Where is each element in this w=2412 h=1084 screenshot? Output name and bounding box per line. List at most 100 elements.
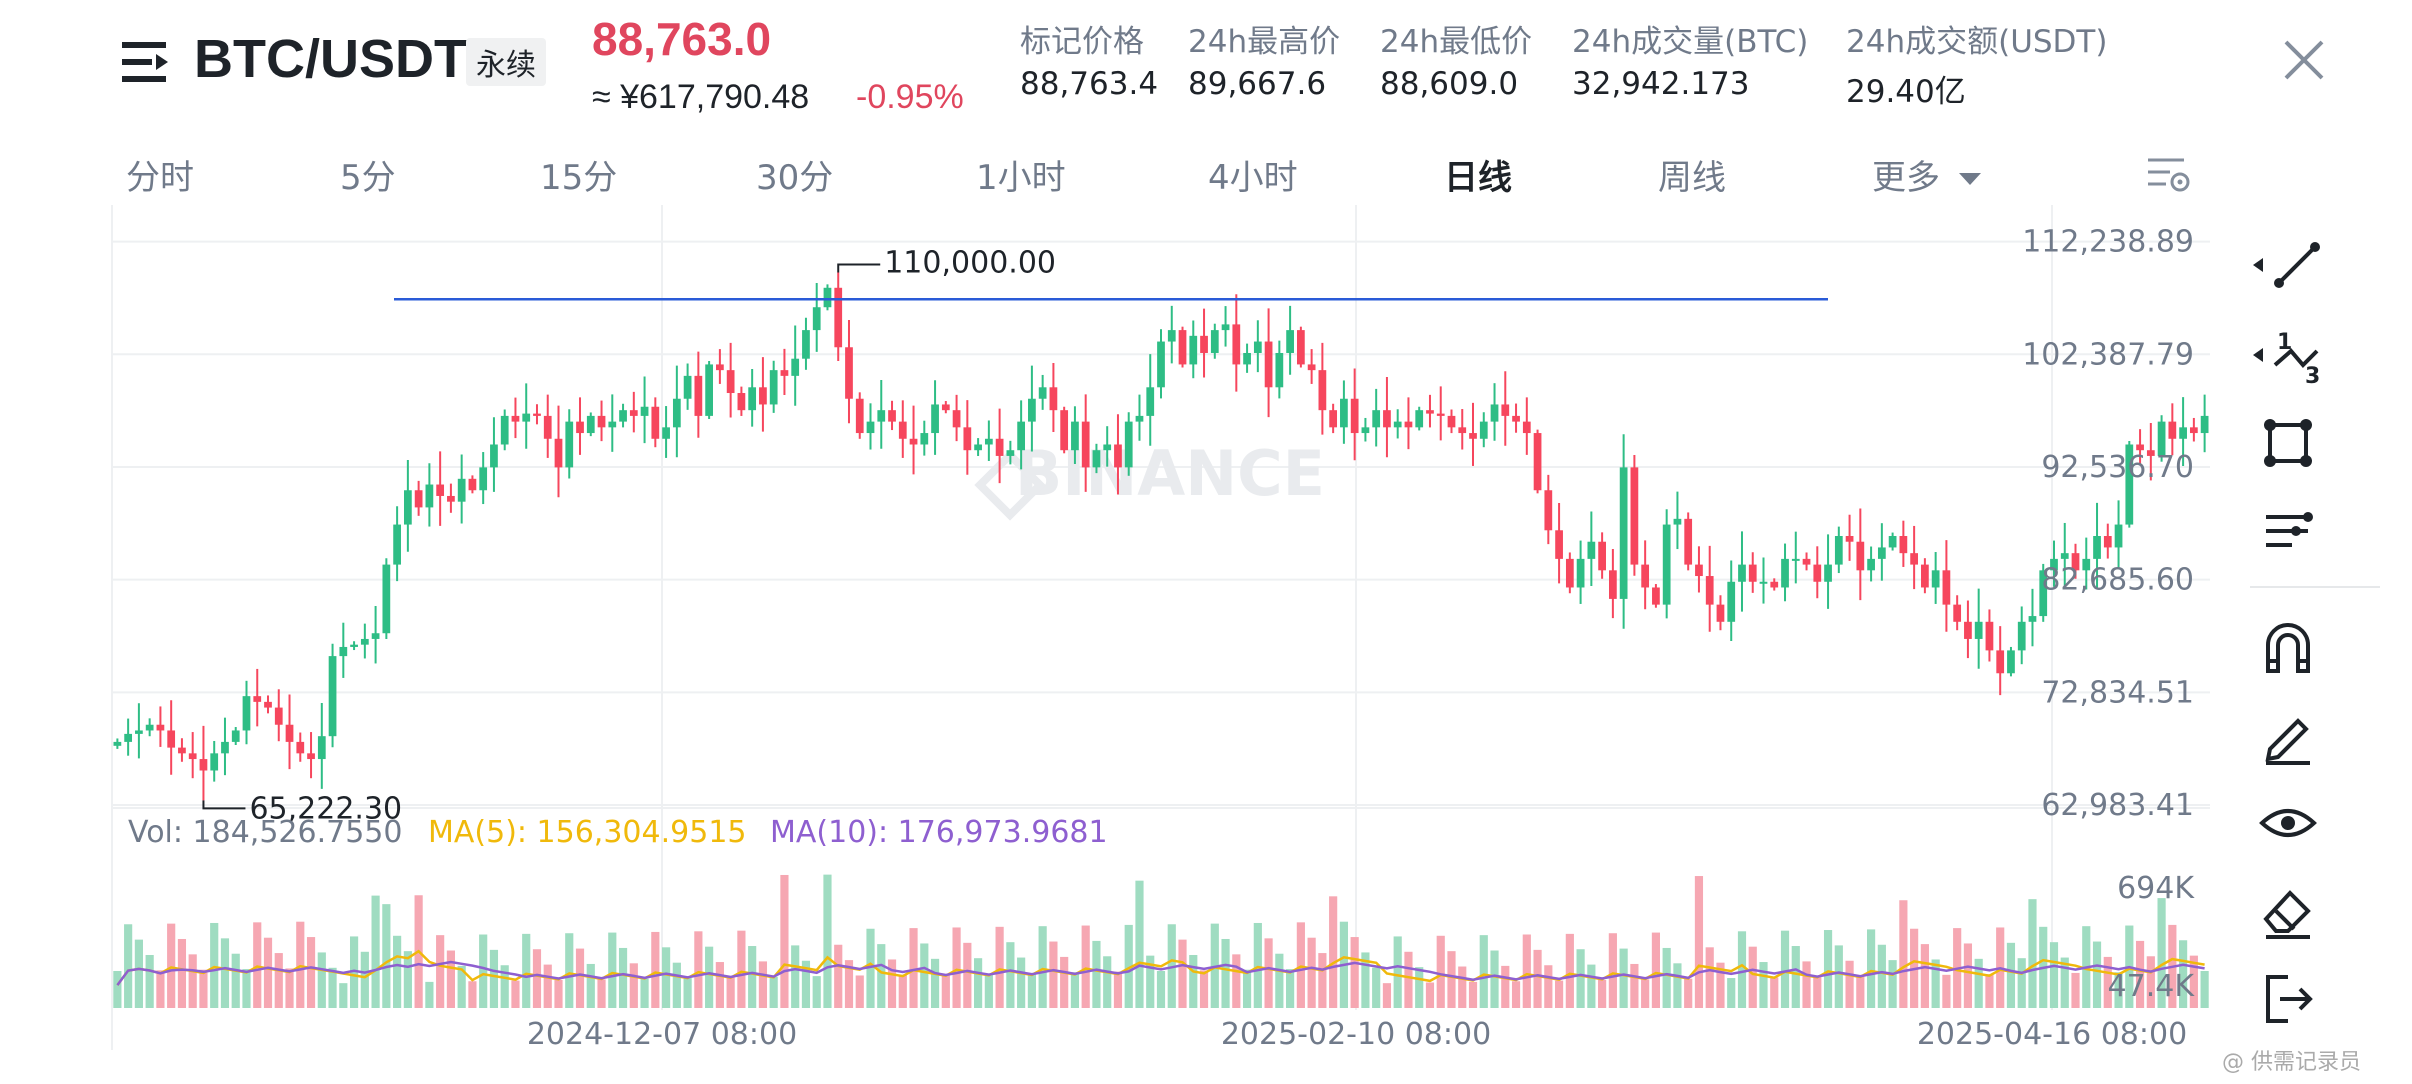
close-icon[interactable]: [2280, 36, 2328, 84]
exit-drawing-tool[interactable]: [2248, 964, 2328, 1034]
volume-bar: [1630, 963, 1639, 1008]
volume-bar: [199, 969, 208, 1008]
volume-bar: [1296, 922, 1305, 1008]
candle-body: [1544, 490, 1553, 531]
candle-body: [662, 427, 670, 439]
volume-bar: [1458, 966, 1467, 1008]
tab-1w[interactable]: 周线: [1658, 158, 1726, 198]
candle-body: [1974, 621, 1983, 639]
volume-bar: [1468, 981, 1478, 1008]
candle-body: [769, 370, 778, 405]
volume-bar: [1791, 946, 1800, 1008]
volume-bar: [1867, 929, 1876, 1008]
volume-bar: [500, 965, 509, 1008]
volume-bar: [1070, 972, 1080, 1008]
candle-body: [619, 410, 627, 422]
tab-5m[interactable]: 5分: [340, 158, 396, 198]
candle-body: [425, 484, 434, 508]
pencil-tool[interactable]: [2248, 700, 2328, 770]
candle-body: [135, 730, 143, 734]
candle-body: [1275, 352, 1284, 388]
volume-bar: [1124, 924, 1133, 1008]
volume-bar: [339, 983, 348, 1008]
magnet-tool[interactable]: [2248, 612, 2328, 682]
eraser-tool[interactable]: [2248, 876, 2328, 946]
volume-ma5-legend: MA(5): 156,304.9515: [428, 815, 747, 850]
candle-body: [500, 415, 509, 445]
candle-body: [1942, 570, 1951, 605]
magnet-icon: [2266, 623, 2310, 673]
tab-30m[interactable]: 30分: [756, 158, 834, 198]
tab-1h[interactable]: 1小时: [976, 158, 1066, 198]
volume-bar: [479, 934, 488, 1008]
candle-body: [274, 707, 283, 725]
contract-type-badge: 永续: [466, 38, 546, 86]
tab-4h[interactable]: 4小时: [1208, 158, 1298, 198]
candle-body: [457, 478, 466, 502]
tab-more[interactable]: 更多: [1872, 150, 1981, 199]
candle-body: [748, 387, 757, 411]
candle-body: [1049, 387, 1058, 411]
volume-bar: [1716, 962, 1725, 1008]
rectangle-tool[interactable]: [2248, 408, 2328, 478]
candle-body: [909, 438, 918, 445]
tab-1d[interactable]: 日线: [1444, 158, 1512, 198]
exit-icon: [2266, 975, 2313, 1023]
tab-timeline[interactable]: 分时: [126, 158, 194, 198]
volume-bar: [575, 948, 585, 1008]
candle-body: [350, 644, 358, 647]
volume-bar: [457, 965, 466, 1008]
volume-bar: [618, 947, 628, 1008]
volume-bar: [1705, 947, 1714, 1008]
candle-body: [2157, 421, 2166, 456]
candle-body: [855, 398, 864, 434]
volume-bar: [328, 967, 337, 1008]
volume-bar: [1393, 936, 1402, 1008]
volume-bar: [1178, 939, 1187, 1008]
candle-body: [1845, 536, 1854, 542]
parallel-lines-tool[interactable]: [2248, 496, 2328, 566]
volume-bar: [554, 979, 563, 1008]
trend-line-tool[interactable]: [2248, 230, 2328, 300]
candle-body: [2050, 558, 2058, 571]
volume-bar: [2179, 940, 2188, 1008]
volume-bar: [586, 963, 595, 1008]
candle-body: [1296, 330, 1305, 365]
volume-bar: [1199, 970, 1209, 1008]
candle-body: [1372, 410, 1381, 428]
candle-body: [1200, 335, 1208, 353]
symbol-title[interactable]: BTC/USDT: [194, 29, 467, 89]
date-tick: 2025-02-10 08:00: [1221, 1017, 1491, 1052]
candle-body: [1361, 427, 1370, 434]
volume-bar: [1232, 954, 1241, 1008]
volume-bar: [317, 952, 326, 1008]
visibility-tool[interactable]: [2248, 788, 2328, 858]
fibonacci-tool[interactable]: 1 3: [2248, 320, 2328, 390]
candle-body: [812, 307, 821, 331]
tab-15m[interactable]: 15分: [540, 158, 618, 198]
candle-body: [2189, 427, 2198, 434]
volume-bar: [651, 931, 660, 1008]
candle-body: [328, 656, 337, 737]
volume-bar: [1286, 969, 1295, 1008]
volume-bar: [1974, 958, 1983, 1008]
volume-bar: [1533, 949, 1542, 1008]
volume-bar: [715, 962, 724, 1008]
candle-body: [2082, 558, 2091, 571]
volume-bar: [349, 936, 359, 1008]
candle-body: [1759, 581, 1768, 584]
mark-price-value: 88,763.4: [1020, 66, 1159, 102]
price-tick: 92,536.70: [2041, 450, 2194, 485]
candle-body: [210, 753, 219, 771]
binance-logo-icon: [974, 449, 1046, 521]
volume-bar: [780, 874, 789, 1008]
volume-bar: [1501, 965, 1510, 1008]
volume-bar: [1275, 953, 1284, 1008]
volume-bar: [941, 974, 950, 1008]
volume-bar: [1372, 967, 1381, 1008]
candle-body: [393, 524, 401, 565]
chart-settings-icon[interactable]: [2144, 150, 2192, 198]
menu-icon[interactable]: [120, 36, 172, 88]
volume-bar: [1748, 946, 1757, 1008]
